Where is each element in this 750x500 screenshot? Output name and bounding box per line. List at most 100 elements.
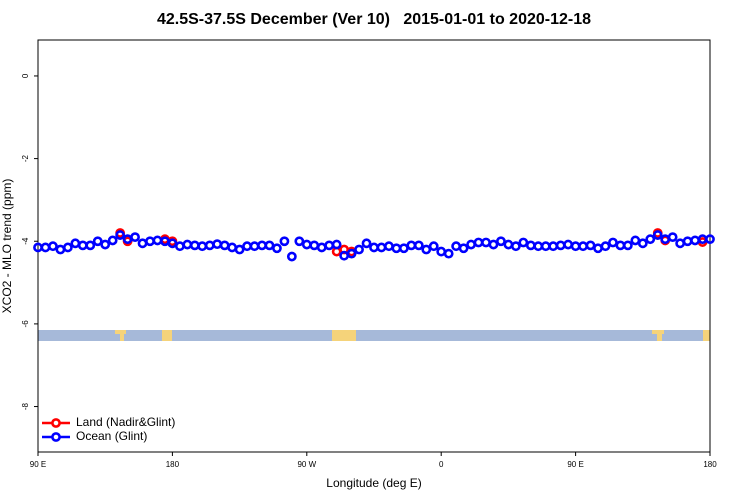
point	[301, 239, 312, 250]
point	[615, 240, 626, 251]
point	[361, 238, 372, 249]
point	[578, 241, 588, 252]
point	[62, 242, 73, 253]
point	[339, 250, 350, 261]
point	[324, 240, 335, 251]
point	[257, 240, 267, 251]
plot-frame	[37, 39, 711, 453]
point	[197, 241, 208, 252]
point	[481, 237, 491, 248]
point	[645, 234, 656, 245]
point	[488, 239, 499, 250]
point	[585, 240, 596, 251]
point	[622, 240, 633, 251]
point	[167, 238, 178, 249]
point	[234, 244, 245, 255]
point	[242, 241, 252, 252]
point	[70, 238, 81, 249]
point	[555, 240, 566, 251]
point	[667, 232, 678, 243]
point	[40, 242, 51, 253]
point	[122, 234, 133, 245]
point	[100, 239, 111, 250]
point	[660, 234, 671, 245]
point	[376, 242, 387, 253]
y-tick-label: -8	[21, 402, 30, 410]
point	[286, 251, 297, 262]
point	[570, 241, 581, 252]
point	[55, 244, 66, 255]
legend-marker	[51, 432, 61, 442]
point	[458, 243, 469, 254]
land-mask	[38, 330, 710, 341]
point	[182, 239, 193, 250]
y-tick-label: -2	[21, 154, 30, 162]
point	[174, 241, 185, 252]
point	[406, 240, 417, 251]
point	[443, 248, 454, 259]
point	[510, 241, 521, 252]
point	[413, 240, 424, 251]
point	[77, 240, 88, 251]
point	[331, 239, 342, 250]
point	[227, 242, 238, 253]
x-tick-label: 90 E	[30, 460, 46, 469]
point	[294, 236, 305, 247]
point	[675, 238, 686, 249]
chart-title: 42.5S-37.5S December (Ver 10) 2015-01-01…	[157, 11, 591, 28]
legend-label: Ocean (Glint)	[76, 429, 147, 443]
point	[309, 240, 320, 251]
point	[189, 240, 200, 251]
legend-label: Land (Nadir&Glint)	[76, 415, 175, 429]
point	[369, 242, 379, 253]
point	[473, 237, 484, 248]
point	[354, 244, 364, 255]
point	[212, 239, 223, 250]
point	[115, 230, 126, 240]
point	[160, 236, 170, 247]
point	[384, 241, 394, 252]
y-axis-label: XCO2 - MLO trend (ppm)	[0, 179, 14, 314]
point	[503, 239, 514, 250]
point	[436, 246, 447, 257]
point	[272, 243, 282, 254]
point	[145, 236, 155, 247]
x-tick-label: 0	[439, 460, 444, 469]
point	[92, 236, 103, 247]
legend: Land (Nadir&Glint)Ocean (Glint)	[42, 415, 175, 443]
point	[48, 241, 58, 252]
point	[637, 238, 648, 249]
point	[466, 239, 476, 250]
x-tick-label: 180	[166, 460, 180, 469]
point	[540, 241, 551, 252]
point	[264, 240, 275, 251]
point	[451, 241, 462, 252]
point	[219, 240, 230, 251]
point	[652, 230, 663, 240]
point	[204, 240, 215, 251]
x-tick-label: 90 E	[567, 460, 583, 469]
point	[152, 235, 163, 246]
point	[391, 243, 402, 254]
point	[316, 242, 327, 253]
point	[85, 240, 96, 251]
point	[518, 237, 529, 248]
point	[548, 241, 559, 252]
point	[398, 243, 409, 254]
point	[600, 241, 611, 252]
point	[137, 238, 148, 249]
point	[608, 237, 618, 248]
point	[563, 239, 574, 250]
point	[428, 241, 439, 252]
point	[279, 236, 290, 247]
legend-marker	[51, 418, 61, 428]
x-tick-label: 180	[703, 460, 717, 469]
y-tick-label: -6	[21, 320, 30, 328]
y-tick-label: 0	[21, 73, 30, 78]
point	[690, 235, 700, 246]
x-tick-label: 90 W	[297, 460, 316, 469]
point	[525, 240, 536, 251]
point	[346, 248, 357, 259]
x-axis-label: Longitude (deg E)	[326, 476, 421, 490]
